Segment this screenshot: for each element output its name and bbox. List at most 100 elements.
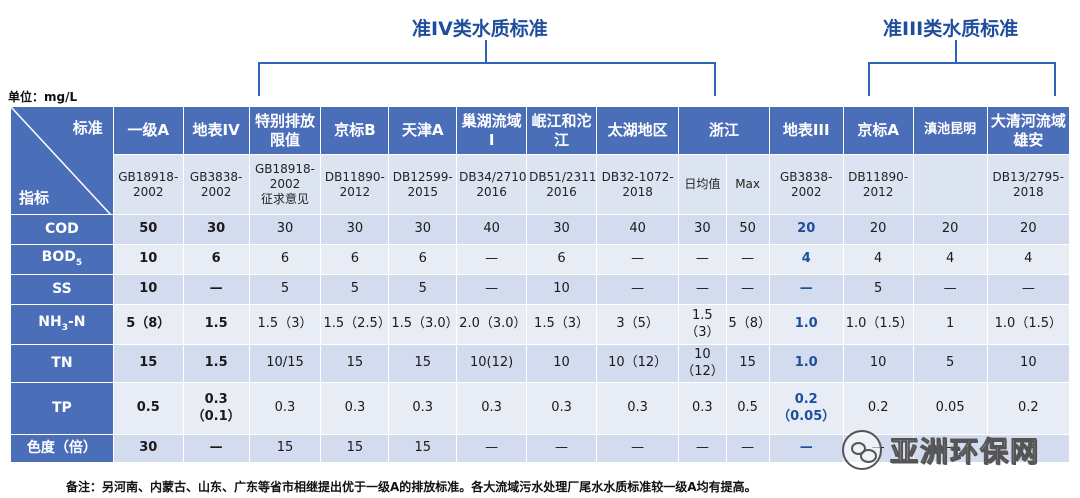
watermark: 亚洲环保网 (842, 430, 1040, 470)
row-label-sub: 3 (61, 323, 68, 334)
col-header: 天津A (388, 106, 458, 155)
table-row: TN 15 1.5 10/15 15 15 10(12) 10 10（12） 1… (10, 344, 1071, 383)
cell: 6 (320, 244, 390, 275)
cell: — (456, 274, 528, 305)
cell: 1.5（3） (526, 304, 597, 345)
cell: 20 (842, 214, 914, 245)
corner-cell: 标准 指标 (10, 106, 114, 215)
cell: 6 (388, 244, 458, 275)
cell: 0.5 (725, 382, 770, 435)
cell: 5（8） (112, 304, 184, 345)
cell: 2.0（3.0） (456, 304, 528, 345)
cell: — (456, 434, 528, 463)
row-label: TP (10, 382, 114, 435)
std-code: GB18918-2002 征求意见 (248, 154, 322, 215)
cell: — (768, 434, 844, 463)
bracket-iv (258, 62, 716, 96)
cell: 1.5（2.5） (320, 304, 390, 345)
cell: 0.3 (595, 382, 680, 435)
cell: — (725, 244, 770, 275)
cell: — (595, 244, 680, 275)
cell: — (678, 244, 727, 275)
cell: 10 (526, 274, 597, 305)
cell: 30 (678, 214, 727, 245)
cell: — (182, 274, 250, 305)
col-header: 地表IV (182, 106, 250, 155)
cell: 40 (595, 214, 680, 245)
row-label: SS (10, 274, 114, 305)
std-code: DB11890-2012 (842, 154, 914, 215)
col-header: 一级A (112, 106, 184, 155)
cell: 10（12） (678, 344, 727, 383)
col-header: 地表III (768, 106, 844, 155)
std-code: DB34/2710-2016 (456, 154, 528, 215)
cell: 5 (320, 274, 390, 305)
cell: 0.2（0.05） (768, 382, 844, 435)
std-code: GB3838-2002 (768, 154, 844, 215)
cell: 4 (912, 244, 988, 275)
cell: — (768, 274, 844, 305)
cell: 0.2 (842, 382, 914, 435)
cell: 15 (388, 434, 458, 463)
cell: — (595, 434, 680, 463)
header-row: 标准 指标 一级A 地表IV 特别排放限值 京标B 天津A 巢湖流域 I 岷江和… (10, 106, 1071, 215)
cell: 5 (842, 274, 914, 305)
cell: 30 (526, 214, 597, 245)
cell: 1.5 (182, 344, 250, 383)
cell: — (595, 274, 680, 305)
cell: 6 (182, 244, 250, 275)
cell: 3（5） (595, 304, 680, 345)
cell: 0.3 (320, 382, 390, 435)
cell: 10 (842, 344, 914, 383)
cell: 0.3 (526, 382, 597, 435)
cell: 15 (248, 434, 322, 463)
standard-code-row: GB18918-2002 GB3838-2002 GB18918-2002 征求意… (11, 154, 1071, 215)
water-quality-table: 标准 指标 一级A 地表IV 特别排放限值 京标B 天津A 巢湖流域 I 岷江和… (10, 106, 1071, 463)
cell: 0.2 (986, 382, 1071, 435)
row-label: NH3-N (10, 304, 114, 345)
cell: 1.5（3.0） (388, 304, 458, 345)
cell: 1.0 (768, 304, 844, 345)
row-label: 色度（倍） (10, 434, 114, 463)
col-header: 滇池昆明 (912, 106, 988, 155)
cell: 5 (912, 344, 988, 383)
bracket-stem-iii (955, 40, 957, 62)
watermark-text: 亚洲环保网 (889, 435, 1041, 469)
cell: 0.3 (678, 382, 727, 435)
cell: 30 (112, 434, 184, 463)
cell: 50 (112, 214, 184, 245)
cell: 30 (248, 214, 322, 245)
group-title-iii: 准III类水质标准 (883, 18, 1019, 40)
cell: — (678, 274, 727, 305)
cell: 0.3 (248, 382, 322, 435)
cell: 4 (986, 244, 1071, 275)
cell: 5（8） (725, 304, 770, 345)
col-header: 岷江和沱江 (526, 106, 597, 155)
cell: 1.5 (182, 304, 250, 345)
cell: — (912, 434, 988, 463)
col-header: 京标B (320, 106, 390, 155)
cell: 30 (388, 214, 458, 245)
cell: — (678, 434, 727, 463)
table-row: 色度（倍） 30 — 15 15 15 — — — — — — — — — (10, 434, 1071, 463)
cell: — (986, 434, 1071, 463)
cell: — (725, 434, 770, 463)
diagonal-line (11, 107, 111, 214)
std-code: DB11890-2012 (320, 154, 390, 215)
cell: 10 (526, 344, 597, 383)
row-label: COD (10, 214, 114, 245)
cell: 15 (388, 344, 458, 383)
cell: 4 (842, 244, 914, 275)
cell: 10 (986, 344, 1071, 383)
cell: 15 (725, 344, 770, 383)
cell: 20 (912, 214, 988, 245)
std-code: DB13/2795-2018 (986, 154, 1071, 215)
cell: 20 (768, 214, 844, 245)
std-code-main: GB18918-2002 (254, 162, 316, 191)
cell: 6 (248, 244, 322, 275)
cell: 40 (456, 214, 528, 245)
cell: — (912, 274, 988, 305)
cell: 1.5（3） (248, 304, 322, 345)
cell: — (182, 434, 250, 463)
cell: 1.0 (768, 344, 844, 383)
